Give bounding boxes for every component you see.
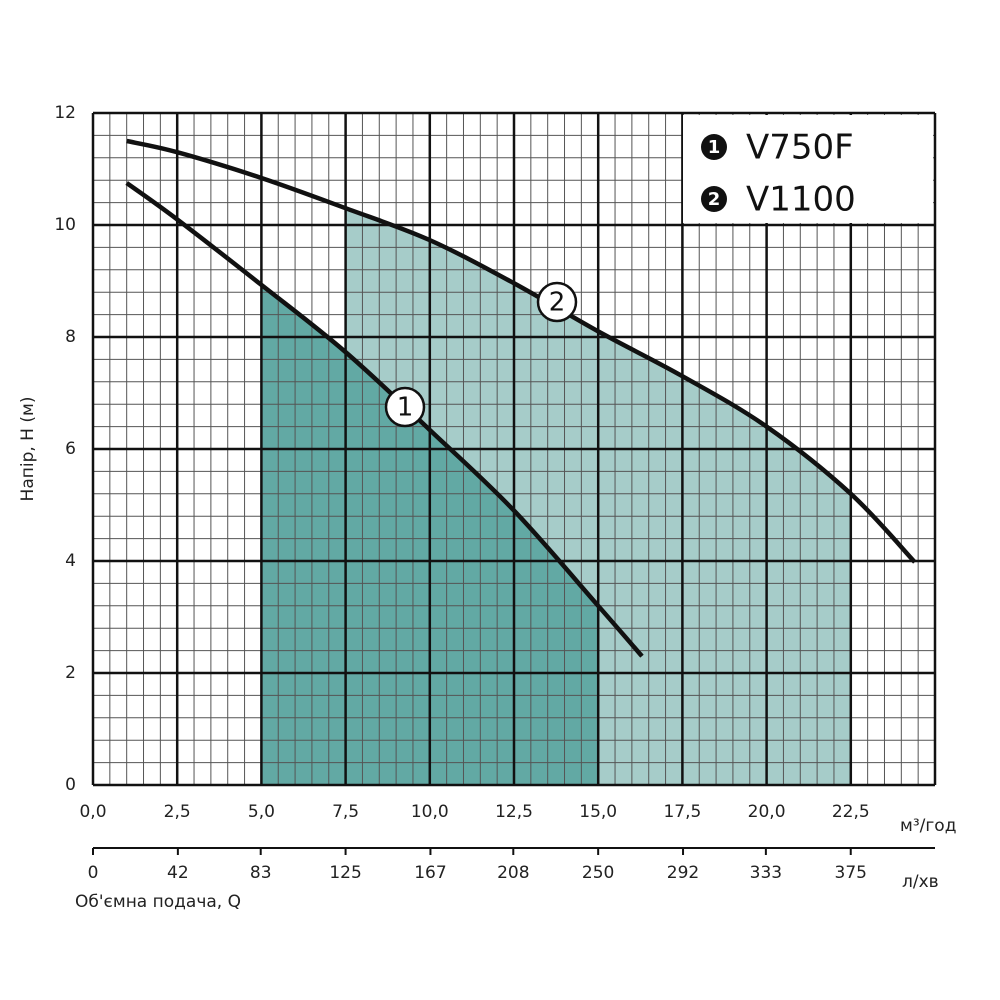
legend-marker-label: 1 xyxy=(708,137,721,158)
curve-label-circle xyxy=(536,281,578,323)
x2-tick-label: 125 xyxy=(329,863,361,883)
curve-label-circle xyxy=(384,386,426,428)
x2-tick-label: 42 xyxy=(167,863,189,883)
x2-tick-label: 333 xyxy=(750,863,782,883)
x2-tick-label: 292 xyxy=(667,863,699,883)
curve-label: 1 xyxy=(397,393,414,423)
y-tick-label: 12 xyxy=(54,103,76,123)
x-tick-label: 10,0 xyxy=(411,802,449,822)
curve-label: 2 xyxy=(549,288,566,318)
y-axis-label: Напір, Н (м) xyxy=(18,397,38,502)
x-tick-label: 22,5 xyxy=(832,802,870,822)
pump-curve xyxy=(126,138,917,564)
x-tick-label: 15,0 xyxy=(579,802,617,822)
x-tick-label: 0,0 xyxy=(79,802,106,822)
x2-tick-label: 250 xyxy=(582,863,614,883)
x-tick-label: 5,0 xyxy=(248,802,275,822)
y-tick-label: 10 xyxy=(54,215,76,235)
x2-tick-label: 0 xyxy=(88,863,99,883)
y-tick-label: 8 xyxy=(65,327,76,347)
legend-marker-label: 2 xyxy=(708,189,721,210)
y-tick-label: 0 xyxy=(65,775,76,795)
y-tick-label: 6 xyxy=(65,439,76,459)
x-axis-unit: м³/год xyxy=(900,816,956,836)
legend-marker xyxy=(701,186,727,212)
x2-tick-label: 375 xyxy=(835,863,867,883)
x2-tick-label: 83 xyxy=(250,863,272,883)
x2-axis-label: Об'ємна подача, Q xyxy=(75,892,241,912)
x-tick-label: 7,5 xyxy=(332,802,359,822)
x-tick-label: 12,5 xyxy=(495,802,533,822)
x-tick-label: 2,5 xyxy=(164,802,191,822)
x-tick-label: 20,0 xyxy=(748,802,786,822)
legend-marker xyxy=(701,134,727,160)
x2-tick-label: 167 xyxy=(414,863,446,883)
x-tick-label: 17,5 xyxy=(663,802,701,822)
x2-tick-label: 208 xyxy=(497,863,529,883)
y-tick-label: 2 xyxy=(65,663,76,683)
y-tick-label: 4 xyxy=(65,551,76,571)
legend-label: V1100 xyxy=(746,180,856,220)
legend-label: V750F xyxy=(746,128,854,168)
x2-axis-unit: л/хв xyxy=(902,872,939,892)
